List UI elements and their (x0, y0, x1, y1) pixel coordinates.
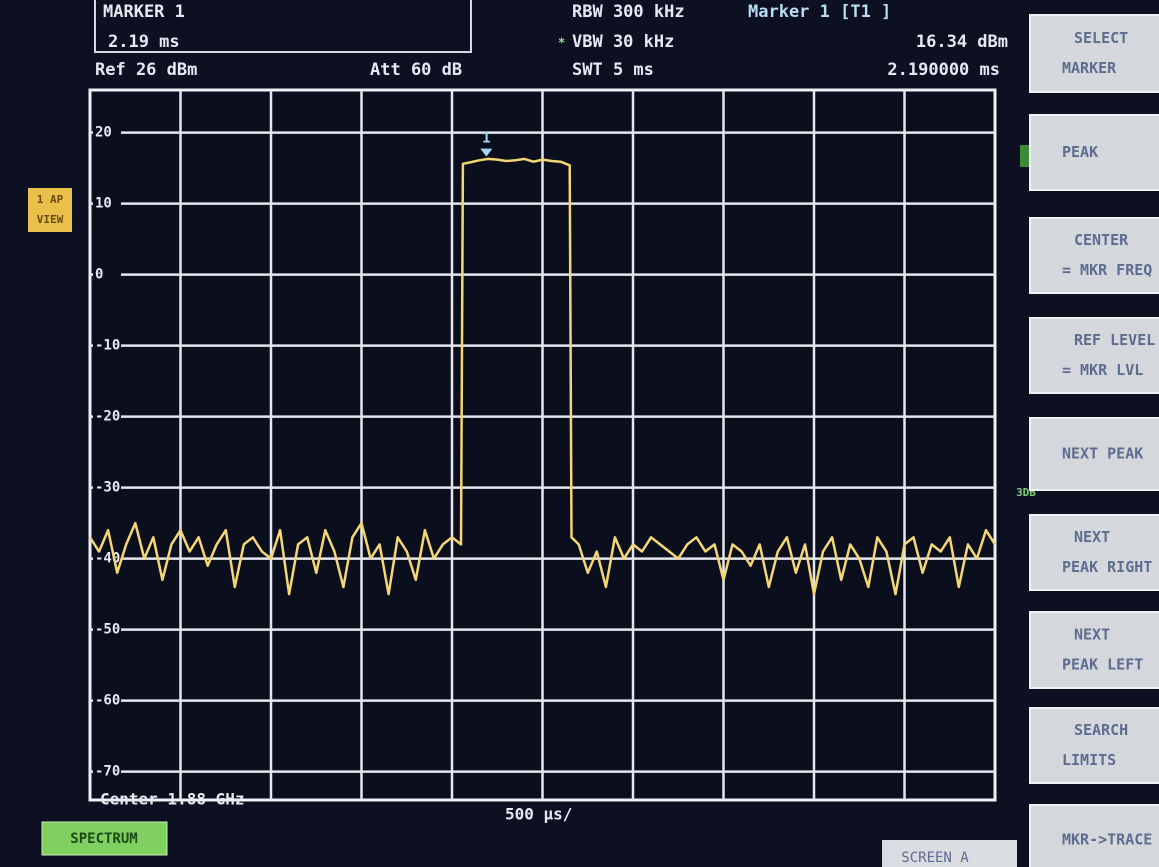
softkey-label[interactable]: SEARCH (1074, 721, 1128, 739)
softkey-label[interactable]: NEXT PEAK (1062, 445, 1143, 463)
marker-time: 2.190000 ms (887, 60, 1000, 80)
trace-mode-1: 1 AP (37, 193, 64, 206)
sweep-time: SWT 5 ms (572, 60, 654, 80)
marker-box-value: 2.19 ms (108, 32, 180, 52)
center-frequency: Center 1.88 GHz (100, 790, 245, 809)
tick-label-bg (93, 692, 121, 709)
softkey-label[interactable]: NEXT (1074, 626, 1110, 644)
softkey-label[interactable]: PEAK (1062, 143, 1098, 161)
softkey[interactable] (1029, 317, 1159, 394)
softkey[interactable] (1029, 14, 1159, 93)
y-tick-label: -30 (95, 480, 120, 496)
ref-level: Ref 26 dBm (95, 60, 197, 80)
tick-label-bg (93, 621, 121, 638)
softkey-label[interactable]: MARKER (1062, 59, 1117, 77)
tick-label-bg (93, 408, 121, 425)
softkey-label[interactable]: SELECT (1074, 29, 1128, 47)
tick-label-bg (93, 195, 121, 212)
y-tick-label: 0 (95, 267, 103, 283)
softkey[interactable] (1029, 707, 1159, 784)
softkey-label[interactable]: LIMITS (1062, 751, 1116, 769)
tick-label-bg (93, 124, 121, 141)
softkey[interactable] (1029, 217, 1159, 294)
marker-info: Marker 1 [T1 ] (748, 2, 891, 22)
trace-mode-2: VIEW (37, 213, 64, 226)
attenuation: Att 60 dB (370, 60, 462, 80)
tick-label-bg (93, 266, 121, 283)
tick-label-bg (93, 479, 121, 496)
tick-label-bg (93, 763, 121, 780)
screen-tab-label[interactable]: SCREEN A (901, 850, 969, 866)
softkey[interactable] (1029, 114, 1159, 191)
softkey[interactable] (1029, 514, 1159, 591)
softkey-panel: SELECT MARKER PEAK CENTER = MKR FREQ REF LEVE… (1029, 14, 1159, 867)
softkey-label[interactable]: = MKR FREQ (1062, 261, 1152, 279)
softkey-label[interactable]: REF LEVEL (1074, 331, 1155, 349)
marker-box (94, 0, 472, 53)
y-tick-label: -20 (95, 409, 120, 425)
spectrum-button[interactable] (41, 821, 168, 856)
y-tick-label: 10 (95, 196, 112, 212)
tick-label-bg (93, 337, 121, 354)
marker-level: 16.34 dBm (916, 32, 1008, 52)
spectrum-button-label[interactable]: SPECTRUM (70, 831, 137, 847)
screen-tab[interactable] (882, 840, 1017, 867)
softkey[interactable] (1029, 611, 1159, 689)
softkey-label[interactable]: = MKR LVL (1062, 361, 1143, 379)
trace (88, 157, 997, 596)
trace-mode-tag (28, 188, 72, 232)
softkey-label[interactable]: NEXT (1074, 528, 1110, 546)
softkey-label[interactable]: MKR->TRACE (1062, 831, 1152, 849)
vbw: VBW 30 kHz (572, 32, 674, 52)
y-tick-label: -70 (95, 764, 120, 780)
y-tick-label: -60 (95, 693, 120, 709)
rbw: RBW 300 kHz (572, 2, 685, 22)
softkey-label[interactable]: PEAK LEFT (1062, 656, 1143, 674)
marker-box-title: MARKER 1 (103, 2, 185, 22)
y-tick-label: -50 (95, 622, 120, 638)
softkey-label[interactable]: CENTER (1074, 231, 1129, 249)
y-tick-label: 20 (95, 125, 112, 141)
vbw-flag: * (558, 36, 565, 50)
softkey-label[interactable]: PEAK RIGHT (1062, 558, 1152, 576)
y-tick-label: -10 (95, 338, 120, 354)
softkey[interactable] (1029, 804, 1159, 867)
marker-label: 1 (482, 131, 490, 147)
marker-symbol (480, 148, 493, 157)
span-per-division: 500 µs/ (505, 805, 572, 824)
softkey[interactable] (1029, 417, 1159, 491)
